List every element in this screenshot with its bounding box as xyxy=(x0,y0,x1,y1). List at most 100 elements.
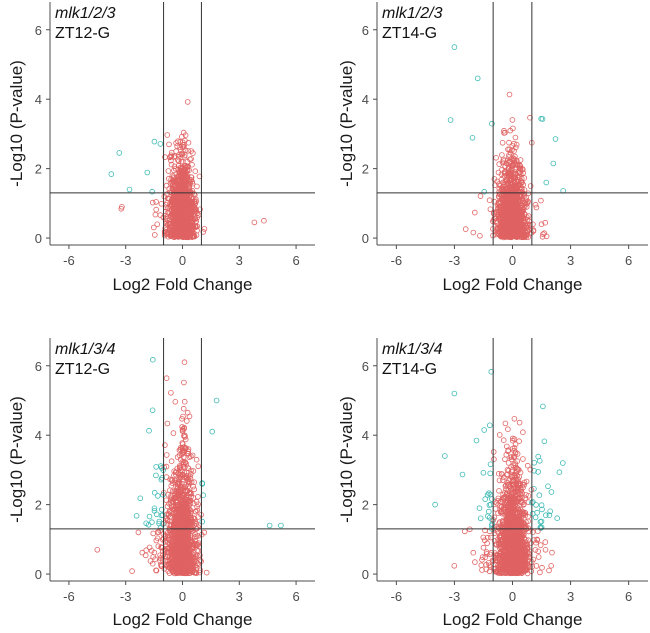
non-significant-point xyxy=(164,561,171,568)
non-significant-point xyxy=(175,508,182,515)
non-significant-point xyxy=(182,132,189,139)
x-tick-label: 6 xyxy=(625,253,632,268)
non-significant-point xyxy=(190,212,196,219)
non-significant-point xyxy=(523,214,530,220)
significant-point xyxy=(144,169,151,176)
significant-point xyxy=(266,522,273,529)
non-significant-point xyxy=(179,150,186,157)
non-significant-point xyxy=(184,99,191,105)
non-significant-point xyxy=(168,477,175,483)
non-significant-point xyxy=(174,550,181,556)
non-significant-point xyxy=(178,493,184,499)
non-significant-point xyxy=(184,497,190,503)
x-tick-label: 0 xyxy=(509,253,516,268)
non-significant-point xyxy=(527,183,534,189)
non-significant-point xyxy=(171,163,178,170)
non-significant-point xyxy=(166,508,173,515)
non-significant-point xyxy=(509,437,516,444)
non-significant-point xyxy=(179,559,186,566)
non-significant-point xyxy=(530,221,536,228)
non-significant-point xyxy=(173,194,179,200)
non-significant-point xyxy=(486,197,493,204)
non-significant-point xyxy=(499,166,505,173)
non-significant-point xyxy=(500,192,507,198)
non-significant-point xyxy=(194,183,200,190)
non-significant-point xyxy=(174,178,180,185)
non-significant-point xyxy=(188,539,194,545)
non-significant-point xyxy=(149,560,156,567)
non-significant-point xyxy=(505,487,512,494)
non-significant-point xyxy=(180,139,186,146)
non-significant-point xyxy=(509,221,515,228)
non-significant-point xyxy=(181,552,187,558)
non-significant-point xyxy=(193,553,199,559)
significant-point xyxy=(538,115,544,122)
significant-point xyxy=(213,397,220,404)
non-significant-point xyxy=(501,200,507,206)
significant-point xyxy=(199,481,206,487)
non-significant-point xyxy=(514,477,520,484)
timepoint-label: ZT14-G xyxy=(382,25,437,42)
non-significant-point xyxy=(506,197,513,203)
non-significant-point xyxy=(509,147,515,153)
non-significant-point xyxy=(189,563,196,570)
non-significant-point xyxy=(506,496,512,503)
non-significant-point xyxy=(197,569,203,576)
non-significant-point xyxy=(172,231,179,237)
non-significant-point xyxy=(153,206,160,213)
non-significant-point xyxy=(261,217,267,224)
significant-point xyxy=(209,428,216,435)
non-significant-point xyxy=(177,167,184,174)
non-significant-point xyxy=(168,499,174,506)
non-significant-point xyxy=(499,215,506,222)
genotype-label: mlk1/2/3 xyxy=(382,5,443,22)
non-significant-point xyxy=(193,558,200,565)
non-significant-point xyxy=(497,503,503,509)
non-significant-point xyxy=(182,530,189,537)
non-significant-point xyxy=(185,465,192,471)
non-significant-point xyxy=(151,224,157,231)
non-significant-point xyxy=(495,169,502,176)
non-significant-point xyxy=(188,470,194,477)
non-significant-point xyxy=(184,182,191,189)
non-significant-point xyxy=(524,222,530,229)
non-significant-point xyxy=(496,189,502,195)
x-tick-label: 0 xyxy=(179,589,186,604)
non-significant-point xyxy=(175,534,181,541)
significant-point xyxy=(160,491,166,498)
significant-point xyxy=(151,505,158,512)
non-significant-point xyxy=(178,171,185,178)
significant-point xyxy=(146,427,152,434)
non-significant-point xyxy=(501,214,508,221)
non-significant-point xyxy=(194,541,200,547)
significant-point xyxy=(151,507,158,514)
data-points xyxy=(94,356,284,577)
significant-point xyxy=(200,492,207,499)
non-significant-point xyxy=(181,444,187,451)
non-significant-point xyxy=(181,175,188,181)
non-significant-point xyxy=(510,209,517,215)
non-significant-point xyxy=(477,233,483,239)
non-significant-point xyxy=(188,521,194,528)
non-significant-point xyxy=(493,155,499,161)
significant-point xyxy=(149,188,156,195)
non-significant-point xyxy=(157,555,164,561)
non-significant-point xyxy=(169,199,176,206)
significant-point xyxy=(159,475,165,481)
non-significant-point xyxy=(506,146,513,153)
non-significant-point xyxy=(175,157,181,163)
non-significant-point xyxy=(184,163,190,170)
non-significant-point xyxy=(153,199,159,205)
y-tick-label: 2 xyxy=(362,162,369,177)
non-significant-point xyxy=(516,419,523,426)
non-significant-point xyxy=(505,218,512,225)
non-significant-point xyxy=(508,156,515,162)
non-significant-point xyxy=(189,452,196,459)
non-significant-point xyxy=(162,442,168,448)
significant-point xyxy=(157,141,164,147)
non-significant-point xyxy=(164,511,170,518)
non-significant-point xyxy=(163,375,170,382)
non-significant-point xyxy=(200,229,207,235)
non-significant-point xyxy=(165,209,171,216)
